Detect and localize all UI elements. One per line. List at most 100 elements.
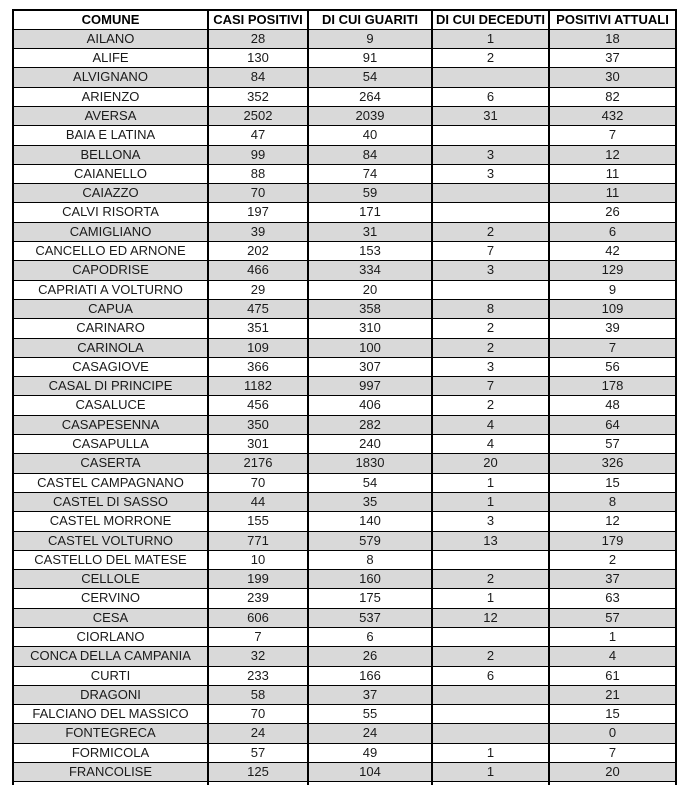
cell-di-cui-deceduti: 1 <box>431 28 550 50</box>
cell-positivi-attuali: 8 <box>548 491 677 513</box>
cell-di-cui-deceduti: 2 <box>431 221 550 243</box>
table-row: AVERSA 2502 2039 31 432 <box>12 105 677 127</box>
cell-empty <box>431 781 550 785</box>
cell-casi-positivi: 44 <box>207 491 309 513</box>
table-row: CERVINO 239 175 1 63 <box>12 588 677 609</box>
cell-casi-positivi: 466 <box>207 260 309 281</box>
cell-casi-positivi: 57 <box>207 742 309 764</box>
table-row: CAPODRISE 466 334 3 129 <box>12 260 677 281</box>
cell-comune: FORMICOLA <box>12 742 209 764</box>
cell-casi-positivi: 70 <box>207 704 309 725</box>
cell-positivi-attuali: 7 <box>548 125 677 146</box>
cell-di-cui-deceduti: 2 <box>431 646 550 667</box>
cell-casi-positivi: 771 <box>207 530 309 551</box>
cell-positivi-attuali: 179 <box>548 530 677 551</box>
table-row: CAMIGLIANO 39 31 2 6 <box>12 221 677 243</box>
cell-positivi-attuali: 11 <box>548 163 677 185</box>
table-header-row: COMUNE CASI POSITIVI DI CUI GUARITI DI CUI … <box>12 9 677 30</box>
cell-casi-positivi: 1182 <box>207 376 309 397</box>
cell-positivi-attuali: 12 <box>548 511 677 532</box>
table-row: ALVIGNANO 84 54 30 <box>12 67 677 88</box>
cell-casi-positivi: 28 <box>207 28 309 50</box>
cell-positivi-attuali: 6 <box>548 221 677 243</box>
cell-di-cui-deceduti <box>431 202 550 223</box>
cell-di-cui-guariti: 9 <box>307 28 433 50</box>
cell-comune: FONTEGRECA <box>12 723 209 744</box>
cell-di-cui-guariti: 171 <box>307 202 433 223</box>
cell-empty <box>12 781 209 785</box>
column-header-di-cui-deceduti: DI CUI DECEDUTI <box>431 9 550 30</box>
table-row: CASALUCE 456 406 2 48 <box>12 395 677 416</box>
cell-di-cui-guariti: 49 <box>307 742 433 764</box>
cell-positivi-attuali: 1 <box>548 626 677 648</box>
table-row: CARINOLA 109 100 2 7 <box>12 337 677 358</box>
cell-di-cui-deceduti <box>431 67 550 88</box>
cell-di-cui-guariti: 104 <box>307 762 433 783</box>
cell-di-cui-guariti: 2039 <box>307 105 433 127</box>
table-row: CASTELLO DEL MATESE 10 8 2 <box>12 549 677 571</box>
cell-comune: CONCA DELLA CAMPANIA <box>12 646 209 667</box>
table-row: CALVI RISORTA 197 171 26 <box>12 202 677 223</box>
cell-di-cui-deceduti: 31 <box>431 105 550 127</box>
cell-di-cui-deceduti: 2 <box>431 48 550 69</box>
cell-comune: BELLONA <box>12 144 209 165</box>
cell-positivi-attuali: 129 <box>548 260 677 281</box>
table-row: CASTEL CAMPAGNANO 70 54 1 15 <box>12 472 677 493</box>
cell-di-cui-deceduti: 1 <box>431 491 550 513</box>
table-row: FRANCOLISE 125 104 1 20 <box>12 762 677 783</box>
cell-di-cui-guariti: 334 <box>307 260 433 281</box>
cell-positivi-attuali: 0 <box>548 723 677 744</box>
cell-di-cui-deceduti: 13 <box>431 530 550 551</box>
cell-di-cui-guariti: 100 <box>307 337 433 358</box>
cell-di-cui-guariti: 307 <box>307 356 433 378</box>
column-header-positivi-attuali: POSITIVI ATTUALI <box>548 9 677 30</box>
cell-casi-positivi: 233 <box>207 665 309 686</box>
cell-casi-positivi: 2502 <box>207 105 309 127</box>
cell-di-cui-deceduti: 2 <box>431 337 550 358</box>
cell-comune: CASTEL MORRONE <box>12 511 209 532</box>
cell-positivi-attuali: 30 <box>548 67 677 88</box>
cell-di-cui-guariti: 91 <box>307 48 433 69</box>
cell-positivi-attuali: 7 <box>548 337 677 358</box>
cell-di-cui-guariti: 37 <box>307 684 433 706</box>
table-row: CARINARO 351 310 2 39 <box>12 318 677 339</box>
cell-empty <box>207 781 309 785</box>
cell-casi-positivi: 10 <box>207 549 309 571</box>
cell-positivi-attuali: 57 <box>548 607 677 629</box>
cell-comune: CASALUCE <box>12 395 209 416</box>
cell-positivi-attuali: 109 <box>548 298 677 320</box>
cell-positivi-attuali: 39 <box>548 318 677 339</box>
cell-di-cui-deceduti: 3 <box>431 163 550 185</box>
cell-comune: AVERSA <box>12 105 209 127</box>
table-header: COMUNE CASI POSITIVI DI CUI GUARITI DI CUI … <box>12 9 677 30</box>
cell-positivi-attuali: 326 <box>548 453 677 474</box>
cell-di-cui-deceduti: 4 <box>431 434 550 455</box>
table-row: BAIA E LATINA 47 40 7 <box>12 125 677 146</box>
cell-positivi-attuali: 20 <box>548 762 677 783</box>
cell-positivi-attuali: 48 <box>548 395 677 416</box>
cell-comune: CASAGIOVE <box>12 356 209 378</box>
table-row: FONTEGRECA 24 24 0 <box>12 723 677 744</box>
cell-casi-positivi: 99 <box>207 144 309 165</box>
cell-casi-positivi: 301 <box>207 434 309 455</box>
cell-di-cui-guariti: 240 <box>307 434 433 455</box>
cell-casi-positivi: 475 <box>207 298 309 320</box>
cell-di-cui-guariti: 74 <box>307 163 433 185</box>
table-row: CASAPESENNA 350 282 4 64 <box>12 414 677 436</box>
cell-di-cui-guariti: 282 <box>307 414 433 436</box>
cell-casi-positivi: 125 <box>207 762 309 783</box>
cell-comune: CALVI RISORTA <box>12 202 209 223</box>
table-row: FALCIANO DEL MASSICO 70 55 15 <box>12 704 677 725</box>
cell-positivi-attuali: 42 <box>548 241 677 262</box>
table-row: CASAL DI PRINCIPE 1182 997 7 178 <box>12 376 677 397</box>
cell-casi-positivi: 130 <box>207 48 309 69</box>
cell-di-cui-deceduti <box>431 183 550 204</box>
column-header-di-cui-guariti: DI CUI GUARITI <box>307 9 433 30</box>
cell-positivi-attuali: 37 <box>548 48 677 69</box>
cell-di-cui-deceduti <box>431 549 550 571</box>
cell-comune: CASAPESENNA <box>12 414 209 436</box>
cell-positivi-attuali: 178 <box>548 376 677 397</box>
cell-positivi-attuali: 63 <box>548 588 677 609</box>
cell-di-cui-deceduti: 2 <box>431 569 550 590</box>
